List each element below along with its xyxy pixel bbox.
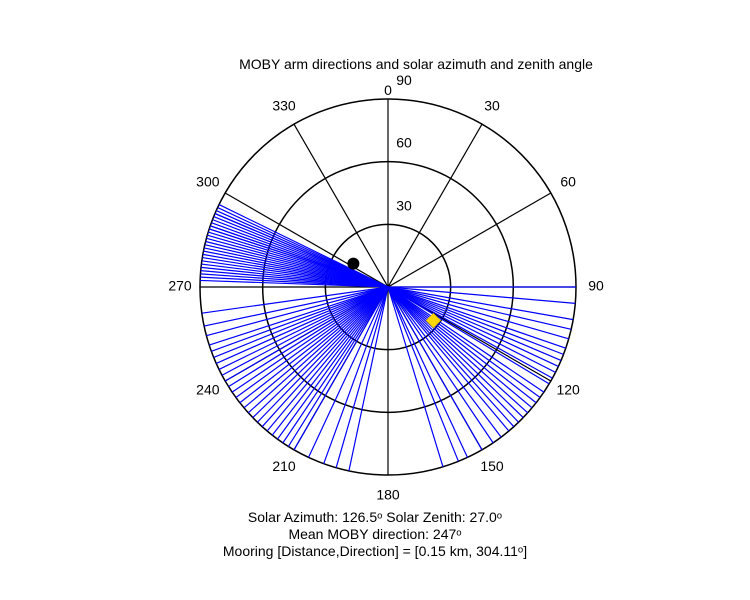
arm-line-56 [348,286,389,472]
arm-line-49 [277,286,389,440]
angle-tick-label-120: 120 [556,382,580,398]
arm-line-54 [323,286,389,464]
arm-line-31 [209,286,389,346]
tick-labels: 0 30 60 90 120 150 180 210 240 270 300 330 30 60 90 [168,72,604,502]
arm-line-59 [387,286,574,321]
arm-line-78 [387,286,502,438]
arm-line-61 [387,286,569,340]
arm-line-29 [203,286,389,327]
arm-line-52 [293,286,389,451]
arm-line-39 [231,286,389,393]
arm-line-65 [387,286,559,367]
angle-tick-label-60: 60 [560,174,576,190]
mooring-caption: Mooring [Distance,Direction] = [0.15 km,… [222,543,528,559]
solar-marker [425,312,442,329]
arm-line-80 [387,286,483,451]
angle-tick-label-330: 330 [272,98,296,114]
angle-tick-label-90: 90 [588,278,604,294]
arm-line-34 [216,286,389,365]
arm-line-16 [218,204,389,288]
arm-line-41 [239,286,389,404]
markers [347,257,442,329]
radial-tick-label-60: 60 [396,135,412,151]
arm-line-51 [287,286,389,447]
mean-direction-caption: Mean MOBY direction: 247ᵒ [288,526,462,542]
arm-line-35 [218,286,389,370]
arm-line-73 [387,286,529,414]
arm-line-46 [261,286,389,428]
arm-line-43 [247,286,389,414]
arm-line-67 [387,286,553,379]
arm-line-28 [201,286,389,314]
angle-tick-label-180: 180 [376,486,400,502]
arm-line-82 [387,286,459,462]
arm-line-60 [387,286,572,330]
arm-line-36 [221,286,389,376]
arm-line-77 [387,286,510,432]
arm-line-47 [266,286,389,432]
arm-line-32 [211,286,389,352]
chart-title: MOBY arm directions and solar azimuth an… [239,56,593,72]
arm-line-44 [252,286,389,419]
arm-line-27 [203,247,389,288]
angle-tick-label-210: 210 [272,458,296,474]
arm-line-64 [387,286,562,362]
arm-line-72 [387,286,533,409]
radial-tick-label-30: 30 [396,197,412,213]
arm-line-76 [387,286,515,428]
mean-direction-marker [347,257,360,270]
radial-tick-label-90: 90 [396,72,412,88]
arm-line-58 [387,286,576,304]
arm-line-81 [387,286,468,458]
arm-line-40 [235,286,389,398]
arm-lines [200,204,576,472]
arm-line-83 [387,286,444,467]
angle-tick-label-270: 270 [168,278,192,294]
angle-tick-label-300: 300 [196,174,220,190]
arm-line-37 [224,286,389,382]
arm-line-74 [387,286,524,419]
arm-line-71 [387,286,537,404]
angle-tick-label-0: 0 [384,82,392,98]
arm-line-79 [387,286,494,444]
arm-line-62 [387,286,566,349]
angle-tick-label-150: 150 [480,458,504,474]
arm-line-55 [335,286,389,468]
arm-line-50 [282,286,389,444]
solar-caption: Solar Azimuth: 126.5ᵒ Solar Zenith: 27.0… [247,509,503,525]
arm-line-45 [256,286,389,423]
arm-line-66 [387,286,556,373]
arm-line-33 [213,286,389,358]
arm-line-53 [308,286,389,458]
arm-line-63 [387,286,564,355]
arm-line-68 [387,286,550,385]
angle-tick-label-30: 30 [484,98,500,114]
arm-line-48 [271,286,389,436]
arm-line-42 [243,286,389,409]
arm-line-69 [387,286,545,393]
arm-line-70 [387,286,541,398]
angle-tick-label-240: 240 [196,382,220,398]
arm-line-75 [387,286,520,423]
arm-line-30 [206,286,389,337]
arm-line-38 [228,286,389,388]
